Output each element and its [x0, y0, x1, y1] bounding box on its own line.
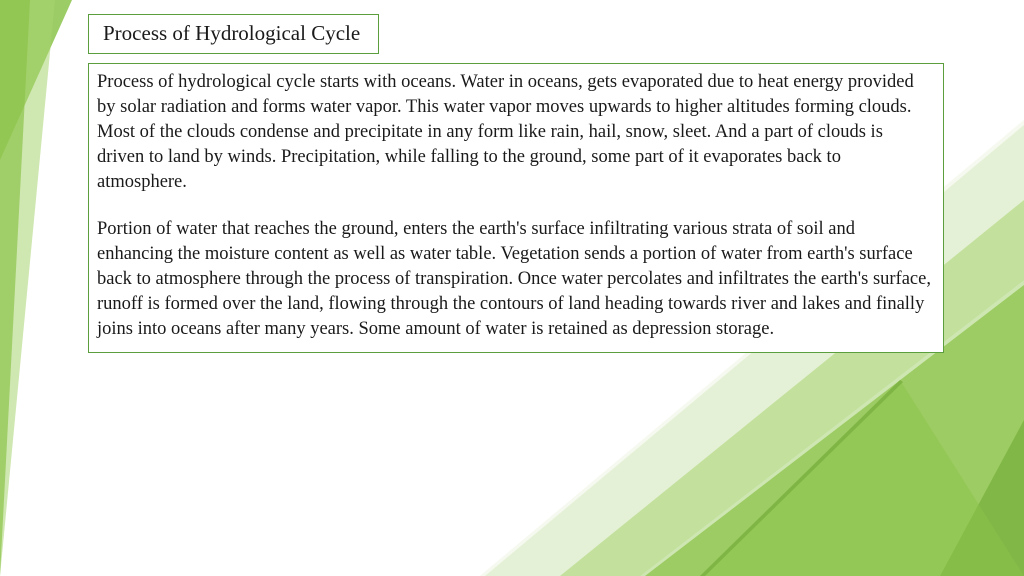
paragraph-1: Process of hydrological cycle starts wit…	[97, 70, 931, 195]
title-box: Process of Hydrological Cycle	[88, 14, 379, 54]
paragraph-gap	[97, 195, 931, 217]
paragraph-2: Portion of water that reaches the ground…	[97, 217, 931, 342]
slide-content: Process of Hydrological Cycle Process of…	[0, 0, 1024, 353]
body-box: Process of hydrological cycle starts wit…	[88, 63, 944, 353]
slide-title: Process of Hydrological Cycle	[103, 21, 360, 46]
